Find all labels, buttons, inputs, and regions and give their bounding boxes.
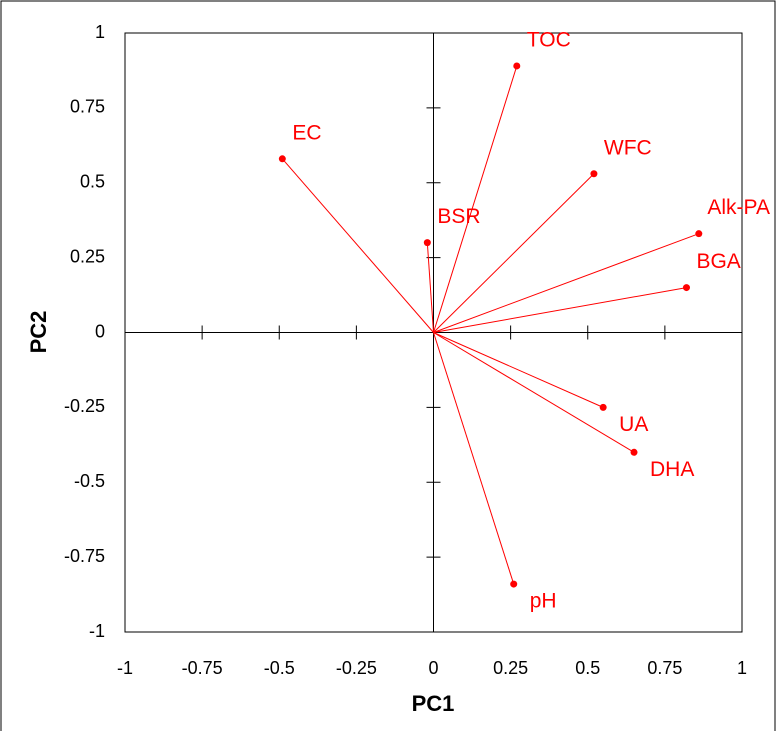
y-tick-label: 0 bbox=[95, 321, 105, 341]
point-label: Alk-PA bbox=[707, 196, 770, 219]
loading-point bbox=[423, 239, 431, 247]
y-tick-label: -0.5 bbox=[74, 471, 105, 491]
y-tick-label: -0.75 bbox=[64, 546, 105, 566]
point-label: UA bbox=[619, 413, 648, 436]
loading-point bbox=[630, 448, 638, 456]
loading-point bbox=[510, 580, 518, 588]
x-tick-label: -0.5 bbox=[264, 658, 295, 678]
x-tick-label: -0.75 bbox=[182, 658, 223, 678]
point-label: WFC bbox=[604, 136, 652, 159]
x-tick-label: 0.5 bbox=[575, 658, 600, 678]
loading-point bbox=[599, 403, 607, 411]
y-tick-label: 1 bbox=[95, 22, 105, 42]
y-tick-label: -1 bbox=[89, 621, 105, 641]
loading-point bbox=[695, 230, 703, 238]
loading-vector bbox=[433, 332, 515, 585]
x-tick-label: 0 bbox=[428, 658, 438, 678]
x-tick-label: 1 bbox=[737, 658, 747, 678]
loading-vector bbox=[433, 287, 687, 333]
point-label: pH bbox=[530, 590, 557, 613]
loading-vector bbox=[433, 332, 604, 408]
point-label: BGA bbox=[696, 250, 740, 273]
loading-point bbox=[682, 284, 690, 292]
loading-point bbox=[513, 62, 521, 70]
y-axis-title: PC2 bbox=[26, 311, 51, 354]
x-tick-label: -1 bbox=[117, 658, 133, 678]
loading-vector bbox=[426, 242, 434, 333]
loading-vector bbox=[433, 233, 699, 333]
loading-point bbox=[590, 170, 598, 178]
point-label: DHA bbox=[650, 458, 694, 481]
x-tick-label: -0.25 bbox=[336, 658, 377, 678]
x-tick-label: 0.25 bbox=[493, 658, 528, 678]
loading-vector bbox=[433, 173, 595, 333]
point-label: TOC bbox=[527, 28, 571, 51]
y-tick-label: 0.5 bbox=[80, 172, 105, 192]
y-tick-label: -0.25 bbox=[64, 396, 105, 416]
y-tick-label: 0.75 bbox=[70, 97, 105, 117]
loading-vector bbox=[281, 158, 434, 333]
x-axis-title: PC1 bbox=[412, 691, 455, 716]
point-label: BSR bbox=[437, 205, 480, 228]
loading-vector bbox=[433, 332, 635, 453]
loading-point bbox=[278, 155, 286, 163]
loading-vector bbox=[433, 65, 518, 333]
point-label: EC bbox=[292, 121, 321, 144]
x-tick-label: 0.75 bbox=[647, 658, 682, 678]
y-tick-label: 0.25 bbox=[70, 246, 105, 266]
